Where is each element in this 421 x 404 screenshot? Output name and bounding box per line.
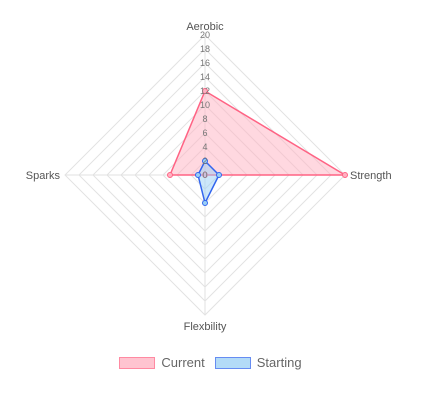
tick-label-2: 2 (202, 156, 207, 166)
series-area-current (168, 89, 348, 176)
axis-labels: Aerobic Strength Flexbility Sparks (26, 21, 392, 333)
legend-label-current: Current (161, 355, 205, 370)
tick-label-14: 14 (200, 72, 210, 82)
point-current-strength[interactable] (342, 172, 348, 178)
legend-swatch-current (119, 356, 156, 369)
tick-label-4: 4 (202, 142, 207, 152)
tick-label-18: 18 (200, 44, 210, 54)
tick-label-10: 10 (200, 100, 210, 110)
tick-label-20: 20 (200, 30, 210, 40)
axis-label-sparks: Sparks (26, 170, 61, 182)
legend-item-starting[interactable]: Starting (214, 355, 302, 370)
axis-label-flexbility: Flexbility (184, 321, 227, 333)
point-starting-aerobic[interactable] (202, 158, 208, 164)
legend-item-current[interactable]: Current (119, 355, 205, 370)
legend-swatch-starting (214, 356, 251, 369)
point-starting-strength[interactable] (216, 172, 222, 178)
axis-label-aerobic: Aerobic (186, 21, 224, 33)
tick-label-6: 6 (202, 128, 207, 138)
point-current-sparks[interactable] (167, 172, 173, 178)
tick-label-12: 12 (200, 86, 210, 96)
series-layer (167, 88, 348, 206)
point-starting-sparks[interactable] (195, 172, 201, 178)
tick-label-0: 0 (202, 170, 207, 180)
tick-labels: 0 2 4 6 8 10 12 14 16 18 20 (200, 30, 210, 180)
point-starting-flexbility[interactable] (202, 200, 208, 206)
tick-label-16: 16 (200, 58, 210, 68)
axis-label-strength: Strength (350, 170, 392, 182)
point-current-aerobic[interactable] (202, 88, 208, 94)
tick-label-8: 8 (202, 114, 207, 124)
chart-legend: Current Starting (0, 355, 421, 370)
legend-label-starting: Starting (256, 355, 302, 370)
